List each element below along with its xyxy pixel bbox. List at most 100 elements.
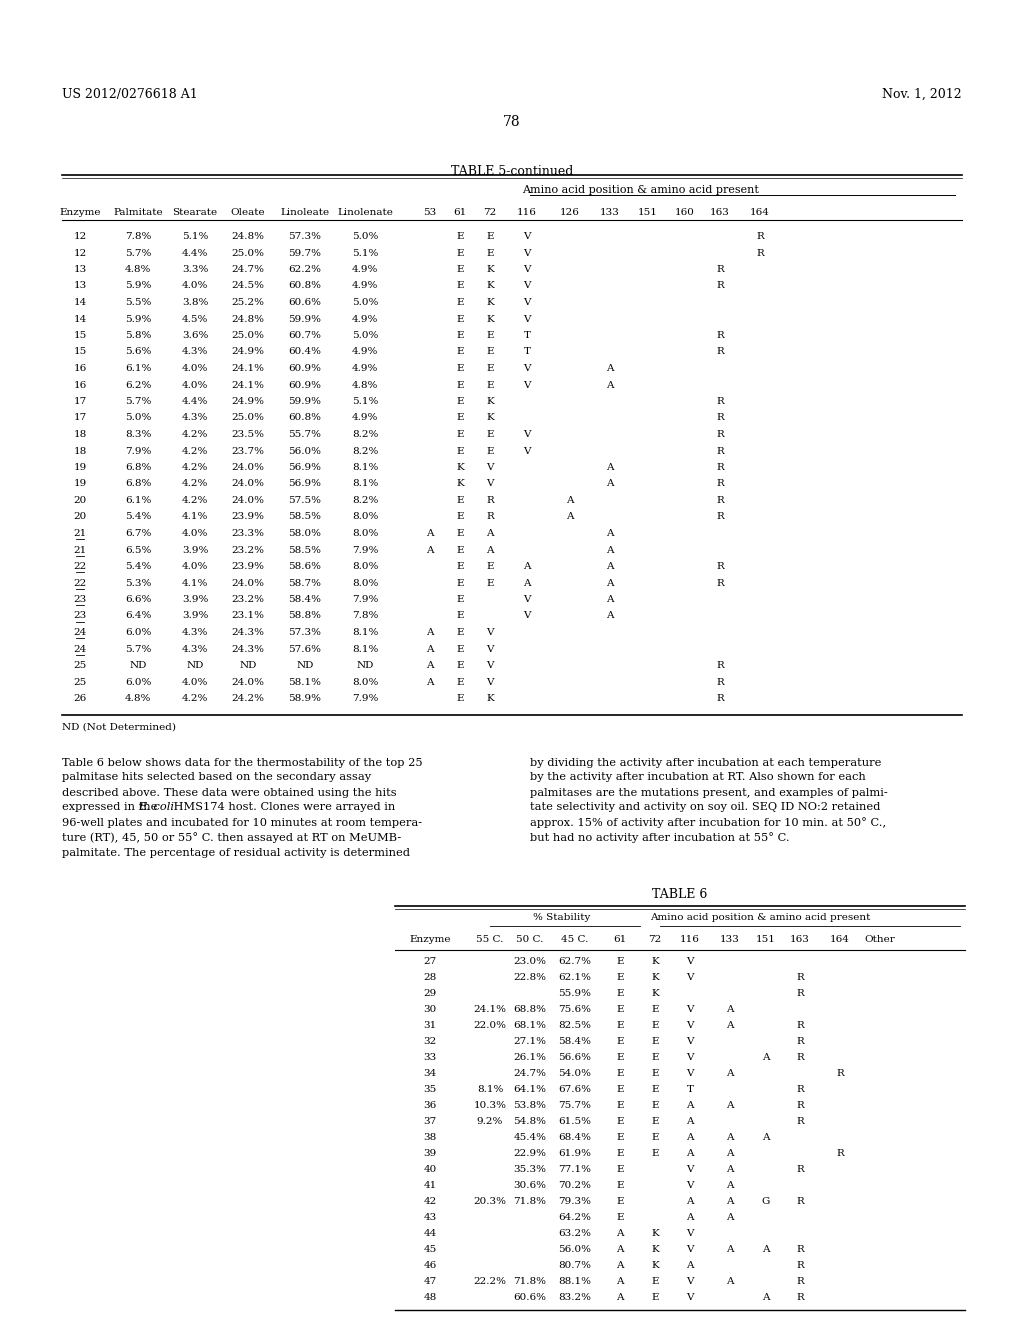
Text: E: E [457,380,464,389]
Text: 3.9%: 3.9% [182,595,208,605]
Text: V: V [523,595,530,605]
Text: E: E [457,314,464,323]
Text: 59.7%: 59.7% [289,248,322,257]
Text: E: E [651,1150,658,1159]
Text: E: E [457,578,464,587]
Text: 57.3%: 57.3% [289,628,322,638]
Text: A: A [616,1278,624,1287]
Text: 14: 14 [74,298,87,308]
Text: E: E [457,281,464,290]
Text: 4.0%: 4.0% [182,380,208,389]
Text: 75.6%: 75.6% [558,1006,592,1015]
Text: V: V [686,1229,693,1238]
Text: 47: 47 [423,1278,436,1287]
Text: E: E [457,496,464,506]
Text: 82.5%: 82.5% [558,1022,592,1031]
Text: 58.1%: 58.1% [289,677,322,686]
Text: E: E [457,347,464,356]
Text: V: V [523,281,530,290]
Text: 6.4%: 6.4% [125,611,152,620]
Text: E: E [616,1181,624,1191]
Text: 23.2%: 23.2% [231,545,264,554]
Text: 23.5%: 23.5% [231,430,264,440]
Text: E: E [616,1053,624,1063]
Text: V: V [523,248,530,257]
Text: R: R [716,562,724,572]
Text: V: V [523,314,530,323]
Text: E: E [457,265,464,275]
Text: 160: 160 [675,209,695,216]
Text: 4.2%: 4.2% [182,430,208,440]
Text: K: K [486,265,494,275]
Text: E: E [457,446,464,455]
Text: E: E [651,1134,658,1143]
Text: E: E [651,1278,658,1287]
Text: approx. 15% of activity after incubation for 10 min. at 50° C.,: approx. 15% of activity after incubation… [530,817,886,829]
Text: E: E [616,1085,624,1094]
Text: 164: 164 [830,936,850,945]
Text: by dividing the activity after incubation at each temperature: by dividing the activity after incubatio… [530,758,882,767]
Text: V: V [686,974,693,982]
Text: 8.0%: 8.0% [352,512,378,521]
Text: R: R [756,232,764,242]
Text: 80.7%: 80.7% [558,1262,592,1270]
Text: 24.8%: 24.8% [231,314,264,323]
Text: 24.2%: 24.2% [231,694,264,704]
Text: 33: 33 [423,1053,436,1063]
Text: described above. These data were obtained using the hits: described above. These data were obtaine… [62,788,396,797]
Text: 23: 23 [74,595,87,605]
Text: 62.1%: 62.1% [558,974,592,982]
Text: A: A [686,1213,693,1222]
Text: 3.9%: 3.9% [182,611,208,620]
Text: tate selectivity and activity on soy oil. SEQ ID NO:2 retained: tate selectivity and activity on soy oil… [530,803,881,813]
Text: R: R [716,281,724,290]
Text: Amino acid position & amino acid present: Amino acid position & amino acid present [650,913,870,923]
Text: R: R [796,1166,804,1175]
Text: A: A [726,1006,734,1015]
Text: K: K [486,281,494,290]
Text: 8.3%: 8.3% [125,430,152,440]
Text: R: R [716,347,724,356]
Text: R: R [837,1069,844,1078]
Text: E: E [616,1134,624,1143]
Text: 7.8%: 7.8% [352,611,378,620]
Text: A: A [606,578,613,587]
Text: 53: 53 [423,209,436,216]
Text: E: E [457,232,464,242]
Text: 5.1%: 5.1% [352,397,378,407]
Text: K: K [456,479,464,488]
Text: expressed in the: expressed in the [62,803,161,813]
Text: 59.9%: 59.9% [289,397,322,407]
Text: 5.6%: 5.6% [125,347,152,356]
Text: R: R [796,1038,804,1047]
Text: 56.9%: 56.9% [289,479,322,488]
Text: 60.6%: 60.6% [513,1294,547,1303]
Text: K: K [486,314,494,323]
Text: A: A [616,1262,624,1270]
Text: R: R [756,248,764,257]
Text: 24.8%: 24.8% [231,232,264,242]
Text: 10.3%: 10.3% [473,1101,507,1110]
Text: % Stability: % Stability [534,913,591,923]
Text: 5.3%: 5.3% [125,578,152,587]
Text: 24.0%: 24.0% [231,677,264,686]
Text: 21: 21 [74,529,87,539]
Text: 78: 78 [503,115,521,129]
Text: E: E [457,545,464,554]
Text: V: V [686,1053,693,1063]
Text: 58.5%: 58.5% [289,512,322,521]
Text: 25: 25 [74,661,87,671]
Text: E: E [457,413,464,422]
Text: E: E [486,232,494,242]
Text: 4.2%: 4.2% [182,479,208,488]
Text: 22: 22 [74,562,87,572]
Text: 58.7%: 58.7% [289,578,322,587]
Text: 12: 12 [74,248,87,257]
Text: 68.1%: 68.1% [513,1022,547,1031]
Text: 20: 20 [74,496,87,506]
Text: 4.2%: 4.2% [182,463,208,473]
Text: 61.9%: 61.9% [558,1150,592,1159]
Text: E: E [457,529,464,539]
Text: 163: 163 [710,209,730,216]
Text: 68.8%: 68.8% [513,1006,547,1015]
